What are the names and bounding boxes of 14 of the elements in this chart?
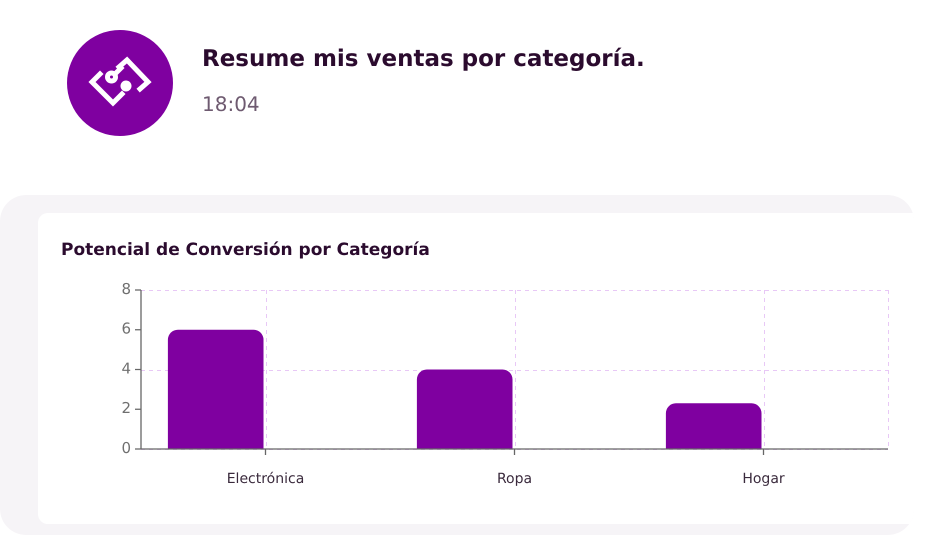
text: Resume mis ventas por categoría.: [202, 46, 645, 72]
bar: [416, 370, 513, 449]
y-tick-label: 2: [121, 399, 131, 418]
y-tick-label: 0: [121, 438, 131, 457]
y-tick-label: 8: [121, 280, 131, 298]
bar: [168, 330, 264, 449]
chart-title: Potencial de Conversión por Categoría: [61, 240, 430, 260]
y-tick-label: 6: [121, 320, 131, 338]
bar: [666, 403, 762, 449]
x-tick-label: Electrónica: [226, 471, 304, 488]
y-tick-label: 4: [121, 359, 131, 378]
x-tick-label: Hogar: [742, 471, 785, 488]
text: 18:04: [202, 92, 260, 116]
x-tick-label: Ropa: [496, 471, 532, 488]
